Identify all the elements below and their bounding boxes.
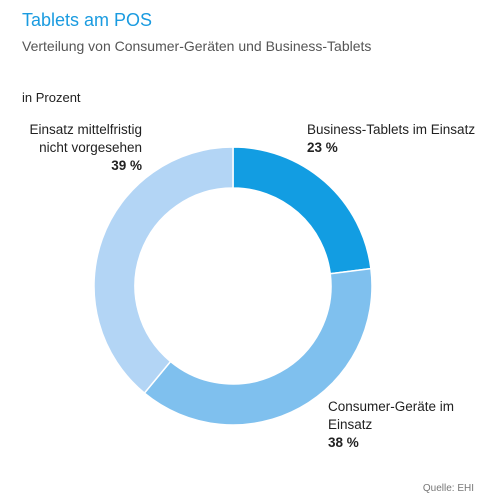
slice-business bbox=[232, 146, 372, 275]
slice-name-business: Business-Tablets im Einsatz bbox=[307, 122, 476, 137]
slice-value-not-planned: 39 % bbox=[111, 158, 142, 173]
chart-title: Tablets am POS bbox=[22, 10, 153, 30]
unit-label: in Prozent bbox=[22, 90, 81, 105]
slice-label-business: Business-Tablets im Einsatz 23 % bbox=[307, 121, 475, 157]
slice-name-not-planned: Einsatz mittelfristig nicht vorgesehen bbox=[29, 122, 142, 155]
slice-not-planned bbox=[93, 146, 234, 395]
slice-value-business: 23 % bbox=[307, 140, 338, 155]
slice-name-consumer: Consumer-Geräte im Einsatz bbox=[328, 399, 455, 432]
slice-label-not-planned: Einsatz mittelfristig nicht vorgesehen 3… bbox=[10, 121, 142, 175]
chart-subtitle: Verteilung von Consumer-Geräten und Busi… bbox=[22, 38, 372, 54]
slice-value-consumer: 38 % bbox=[328, 435, 359, 450]
source-note: Quelle: EHI bbox=[422, 483, 474, 494]
slice-label-consumer: Consumer-Geräte im Einsatz 38 % bbox=[328, 398, 468, 452]
slice-consumer bbox=[143, 267, 373, 426]
